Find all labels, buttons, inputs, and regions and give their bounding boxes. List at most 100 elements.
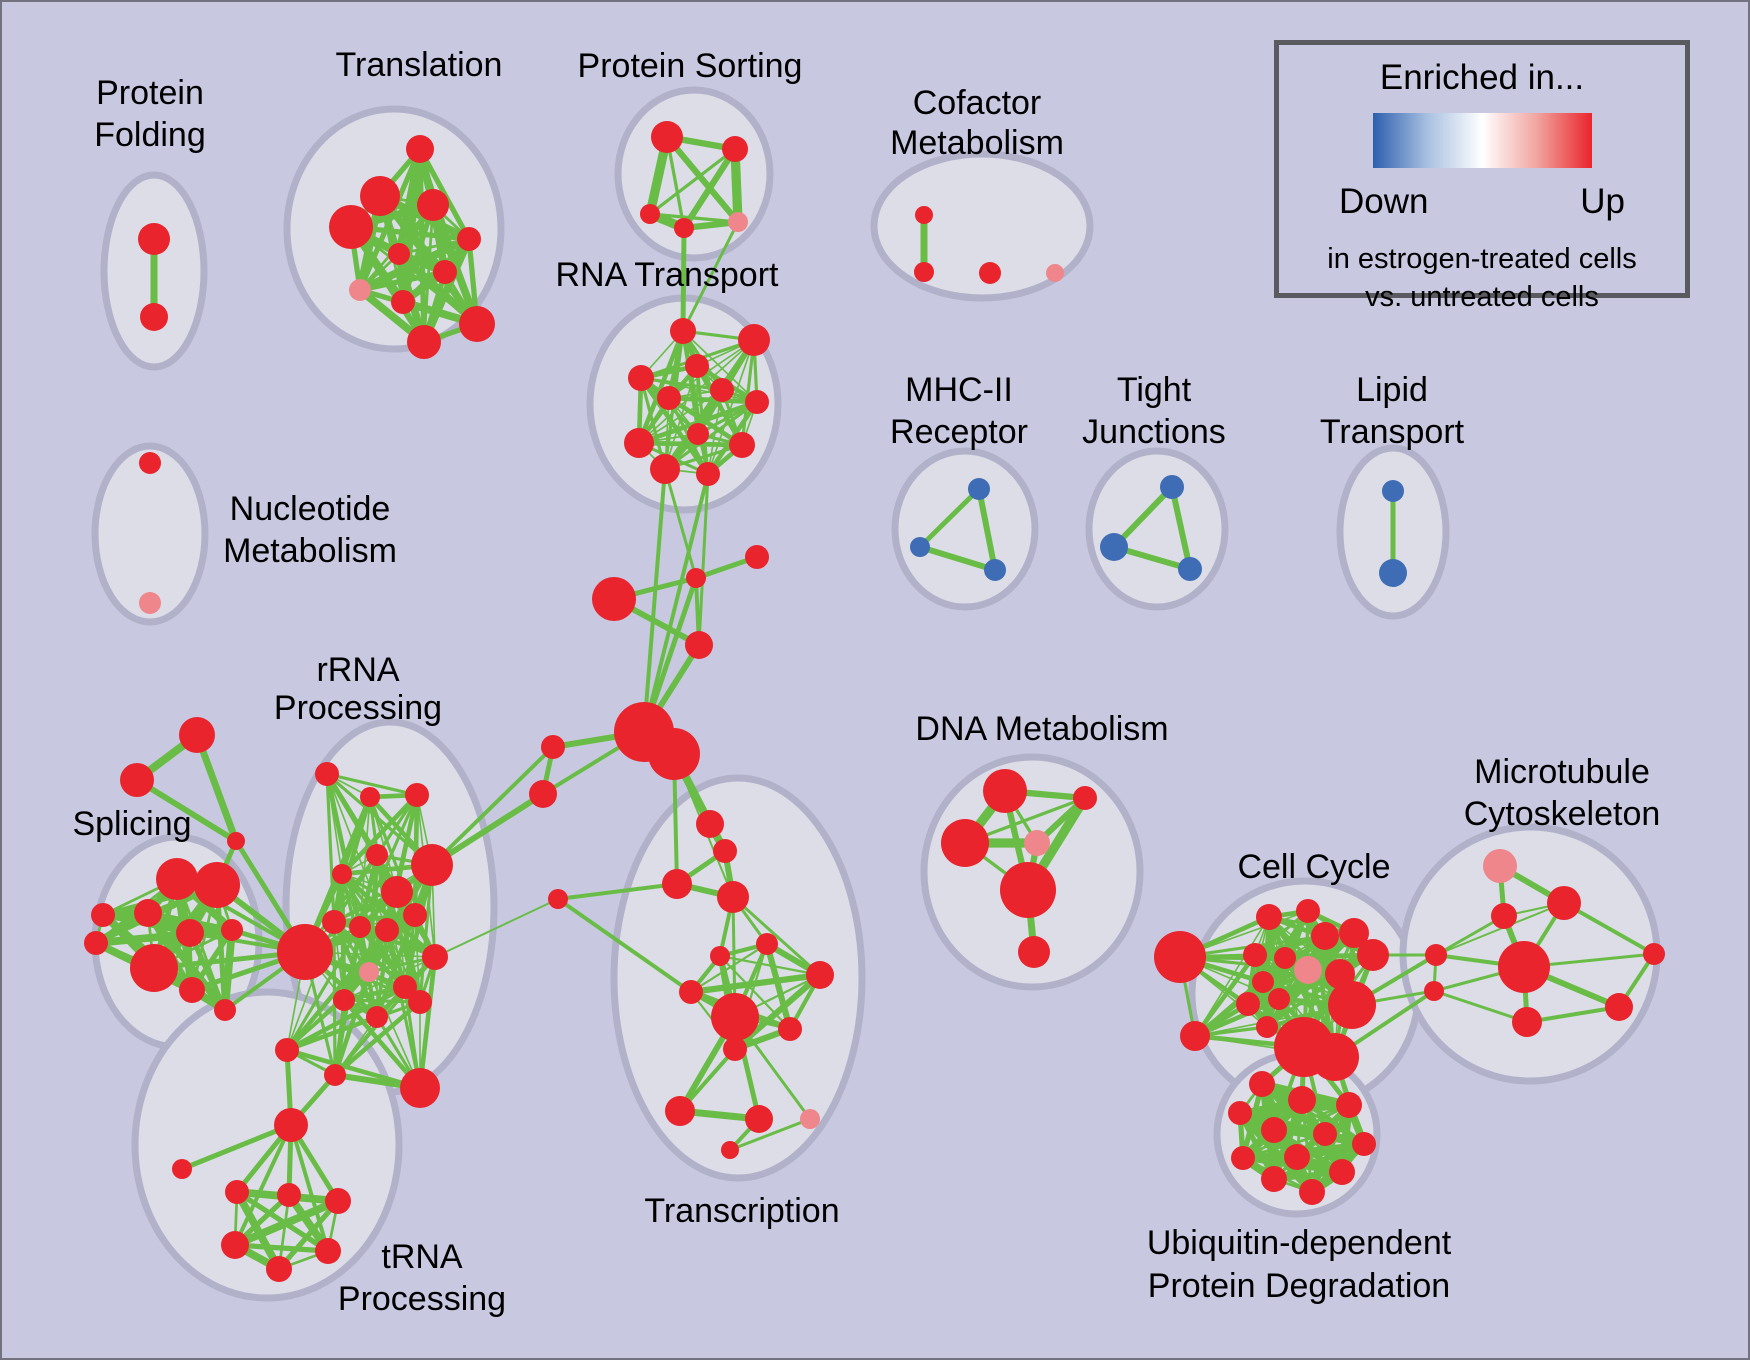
node-rr6 <box>381 876 413 908</box>
node-pf2 <box>140 303 168 331</box>
node-m9 <box>1643 943 1665 965</box>
node-k7 <box>1357 939 1389 971</box>
cluster-label-lipid-transport: Lipid <box>1356 371 1428 409</box>
node-rt3 <box>685 354 709 378</box>
cluster-ellipse-nucleotide-metabolism <box>91 442 209 626</box>
node-ps3 <box>640 204 660 224</box>
edge <box>556 897 693 994</box>
node-ps4 <box>674 218 694 238</box>
node-st2 <box>120 763 154 797</box>
node-c1 <box>592 577 636 621</box>
node-mh2 <box>910 537 930 557</box>
edge <box>325 772 419 797</box>
cluster-label-protein-folding: Folding <box>94 116 206 154</box>
node-h2 <box>648 728 700 780</box>
node-x4 <box>717 881 749 913</box>
edge <box>728 1117 812 1152</box>
node-x12 <box>665 1096 695 1126</box>
node-x14 <box>800 1109 820 1129</box>
node-c2 <box>686 568 706 588</box>
node-m7 <box>1425 944 1447 966</box>
node-rt8 <box>687 423 709 445</box>
node-x15 <box>721 1141 739 1159</box>
node-tj1 <box>1160 475 1184 499</box>
cluster-label-lipid-transport: Transport <box>1320 413 1465 451</box>
node-k14 <box>1236 992 1260 1016</box>
cluster-label-rrna-processing: rRNA <box>316 651 399 689</box>
node-pf1 <box>138 223 170 255</box>
node-rr7 <box>403 903 427 927</box>
node-ps1 <box>651 121 683 153</box>
node-d5 <box>1000 862 1056 918</box>
cluster-label-dna-metabolism: DNA Metabolism <box>915 710 1168 748</box>
edge <box>233 1123 293 1247</box>
edge <box>284 984 408 1053</box>
node-sp3 <box>134 899 162 927</box>
node-c5 <box>541 735 565 759</box>
edge <box>99 911 236 934</box>
node-k13 <box>1268 988 1290 1010</box>
edge <box>339 792 420 877</box>
node-x9 <box>711 993 759 1041</box>
cluster-label-nucleotide-metabolism: Metabolism <box>223 532 397 570</box>
node-sp9 <box>179 977 205 1003</box>
legend-box: Enriched in... Down Up in estrogen-treat… <box>1274 40 1690 313</box>
node-tl10 <box>459 306 495 342</box>
node-rr5 <box>332 864 352 884</box>
node-cm4 <box>1046 264 1064 282</box>
edge <box>325 772 336 924</box>
edge <box>680 145 739 232</box>
node-rt11 <box>650 454 680 484</box>
edge <box>556 882 679 901</box>
edge <box>682 330 758 403</box>
edge <box>976 486 998 573</box>
node-cm2 <box>914 262 934 282</box>
node-tl7 <box>433 260 457 284</box>
cluster-label-splicing: Splicing <box>72 805 191 843</box>
node-k9 <box>1274 947 1296 969</box>
cluster-label-protein-folding: Protein <box>96 74 204 112</box>
node-u8 <box>1231 1146 1255 1170</box>
node-rr2 <box>360 787 380 807</box>
node-trh <box>274 1108 308 1142</box>
node-d4 <box>1024 830 1050 856</box>
cluster-label-tight-junctions: Junctions <box>1082 413 1226 451</box>
edge <box>680 225 687 334</box>
node-u10 <box>1329 1159 1355 1185</box>
node-rt1 <box>670 318 696 344</box>
edge <box>668 339 755 399</box>
node-tj2 <box>1100 533 1128 561</box>
node-k8 <box>1243 943 1267 967</box>
edge <box>434 898 559 958</box>
node-tp4 <box>221 1231 249 1259</box>
node-rb1 <box>275 1038 299 1062</box>
label-layer: Protein Folding Translation Protein Sorting… <box>72 46 1660 1318</box>
edge <box>917 544 998 573</box>
cluster-label-translation: Translation <box>336 46 503 84</box>
node-sp8 <box>130 944 178 992</box>
node-tp2 <box>277 1183 301 1207</box>
node-sp7 <box>84 931 108 955</box>
node-x6 <box>710 946 730 966</box>
cluster-label-ubiquitin-degradation: Ubiquitin-dependent <box>1147 1224 1452 1262</box>
node-rt12 <box>696 462 720 486</box>
edge <box>429 791 546 868</box>
node-u2 <box>1288 1086 1316 1114</box>
node-x2 <box>713 839 737 863</box>
node-tj3 <box>1178 557 1202 581</box>
node-k1 <box>1154 931 1206 983</box>
node-rt10 <box>729 432 755 458</box>
node-u3 <box>1336 1092 1362 1118</box>
node-layer <box>84 121 1665 1282</box>
node-m1 <box>1483 849 1517 883</box>
edge <box>332 969 372 1078</box>
node-rr15 <box>408 990 432 1014</box>
node-c6 <box>529 780 557 808</box>
edge <box>403 913 417 989</box>
edge <box>740 338 756 447</box>
node-d6 <box>1018 936 1050 968</box>
node-rt5 <box>710 378 734 402</box>
node-st3 <box>227 832 245 850</box>
node-u1 <box>1249 1071 1275 1097</box>
legend-endpoint-labels: Down Up <box>1279 182 1685 222</box>
